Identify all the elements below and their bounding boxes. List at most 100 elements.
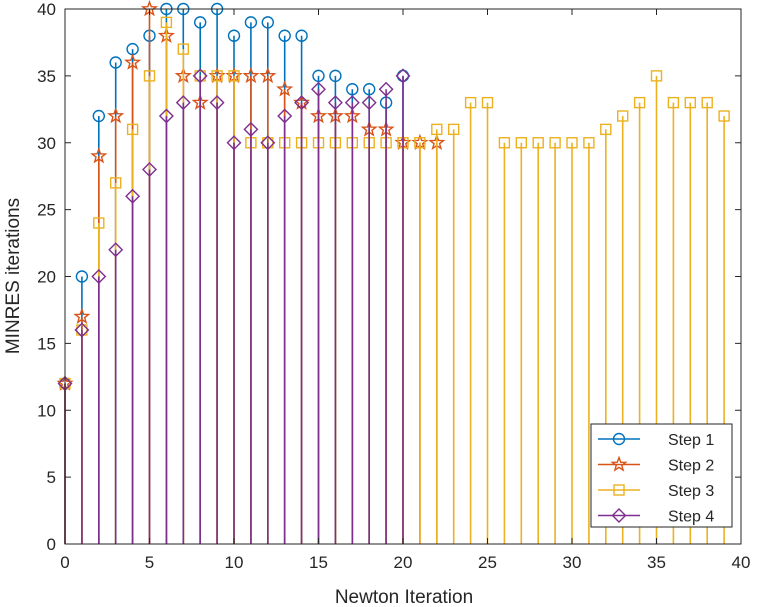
stem-marker [244,16,258,29]
stem-marker [107,106,125,124]
stem-marker [650,70,663,82]
stem-marker [277,108,293,124]
ticks-layer: 0 5 10 15 20 25 30 35 40 0 5 10 15 20 25 30 35 40 [37,0,750,572]
stem-marker [346,83,359,96]
y-tick-label: 15 [37,334,56,353]
x-tick-label: 20 [394,553,413,572]
stem-marker [481,96,494,109]
stem-marker [158,108,174,124]
stem-marker [243,121,259,137]
stem-marker [175,95,191,111]
x-tick-label: 5 [145,553,154,572]
stem-marker [566,137,578,149]
stem-marker [312,69,325,83]
y-tick-label: 5 [47,468,56,487]
legend-label: Step 3 [668,483,714,500]
stem-marker [226,135,242,151]
stem-marker [92,109,106,123]
stem-marker [90,147,108,164]
stem-marker [143,70,156,82]
legend-entries: Step 1 Step 2 Step 3 Step 4 [598,432,714,526]
stem-marker [431,123,443,136]
x-tick-label: 25 [478,553,497,572]
stem-marker [378,81,394,97]
x-tick-label: 0 [60,553,69,572]
y-tick-label: 40 [37,0,56,19]
y-tick-label: 20 [37,268,56,287]
stem-marker [667,96,680,109]
x-axis-label: Newton Iteration [335,587,473,607]
stem-marker [395,68,411,84]
legend-entry-2: Step 2 [598,455,714,475]
series-4 [57,68,411,544]
legend: Step 1 Step 2 Step 3 Step 4 [590,423,733,528]
stem-marker [109,56,122,69]
stem-marker [549,137,561,149]
stem-marker [718,110,730,122]
y-axis-label: MINRES iterations [3,198,24,354]
stem-marker [617,110,629,122]
stem-marker [124,53,142,70]
x-tick-label: 35 [647,553,666,572]
stem-marker [126,123,139,136]
y-tick-label: 25 [37,201,56,220]
y-tick-label: 0 [47,535,56,554]
y-tick-label: 10 [37,401,56,420]
legend-entry-3: Step 3 [598,483,714,500]
stem-marker [177,43,190,55]
stem-marker [294,95,310,111]
stem-marker [363,83,376,96]
stem-marker [260,135,276,151]
stem-marker [192,68,208,84]
x-tick-label: 15 [309,553,328,572]
legend-entry-4: Step 4 [598,508,714,526]
stem-marker [276,80,294,97]
stem-marker [633,96,646,109]
legend-marker [613,484,625,496]
stem-marker [160,16,173,29]
stem-marker [242,66,260,84]
stem-marker [93,217,105,229]
legend-label: Step 1 [668,432,714,449]
stem-marker [414,137,426,149]
legend-marker [611,508,627,523]
stem-marker [259,66,277,84]
stem-marker [311,81,326,97]
stem-marker [109,177,122,189]
legend-marker [612,432,626,446]
legend-entry-1: Step 1 [598,432,714,449]
y-tick-label: 35 [37,67,56,86]
stems-layer [56,0,730,544]
stem-marker [211,70,223,82]
legend-marker [610,455,628,472]
stem-marker [327,95,343,111]
stem-marker [464,96,477,109]
x-tick-label: 10 [225,553,244,572]
stem-marker [329,69,342,83]
stem-marker [278,29,291,42]
stem-marker [91,269,107,284]
legend-label: Step 4 [668,509,714,526]
stem-marker [701,96,713,109]
stem-marker [209,95,225,111]
stem-marker [75,270,89,283]
stem-marker [532,137,544,149]
stem-marker [448,123,460,136]
stem-marker [73,307,91,324]
y-tick-label: 30 [37,134,56,153]
stem-marker [227,29,241,42]
legend-label: Step 2 [668,458,714,475]
stem-marker [295,29,308,42]
stem-marker [142,162,157,177]
stem-marker [344,95,360,111]
x-tick-label: 30 [563,553,582,572]
x-tick-label: 40 [732,553,751,572]
stem-marker [74,322,90,338]
stem-marker [600,123,612,136]
stem-marker [125,188,141,204]
stem-marker [228,70,240,82]
stem-marker [684,96,696,109]
stem-marker [498,137,511,149]
stem-marker [261,16,274,29]
